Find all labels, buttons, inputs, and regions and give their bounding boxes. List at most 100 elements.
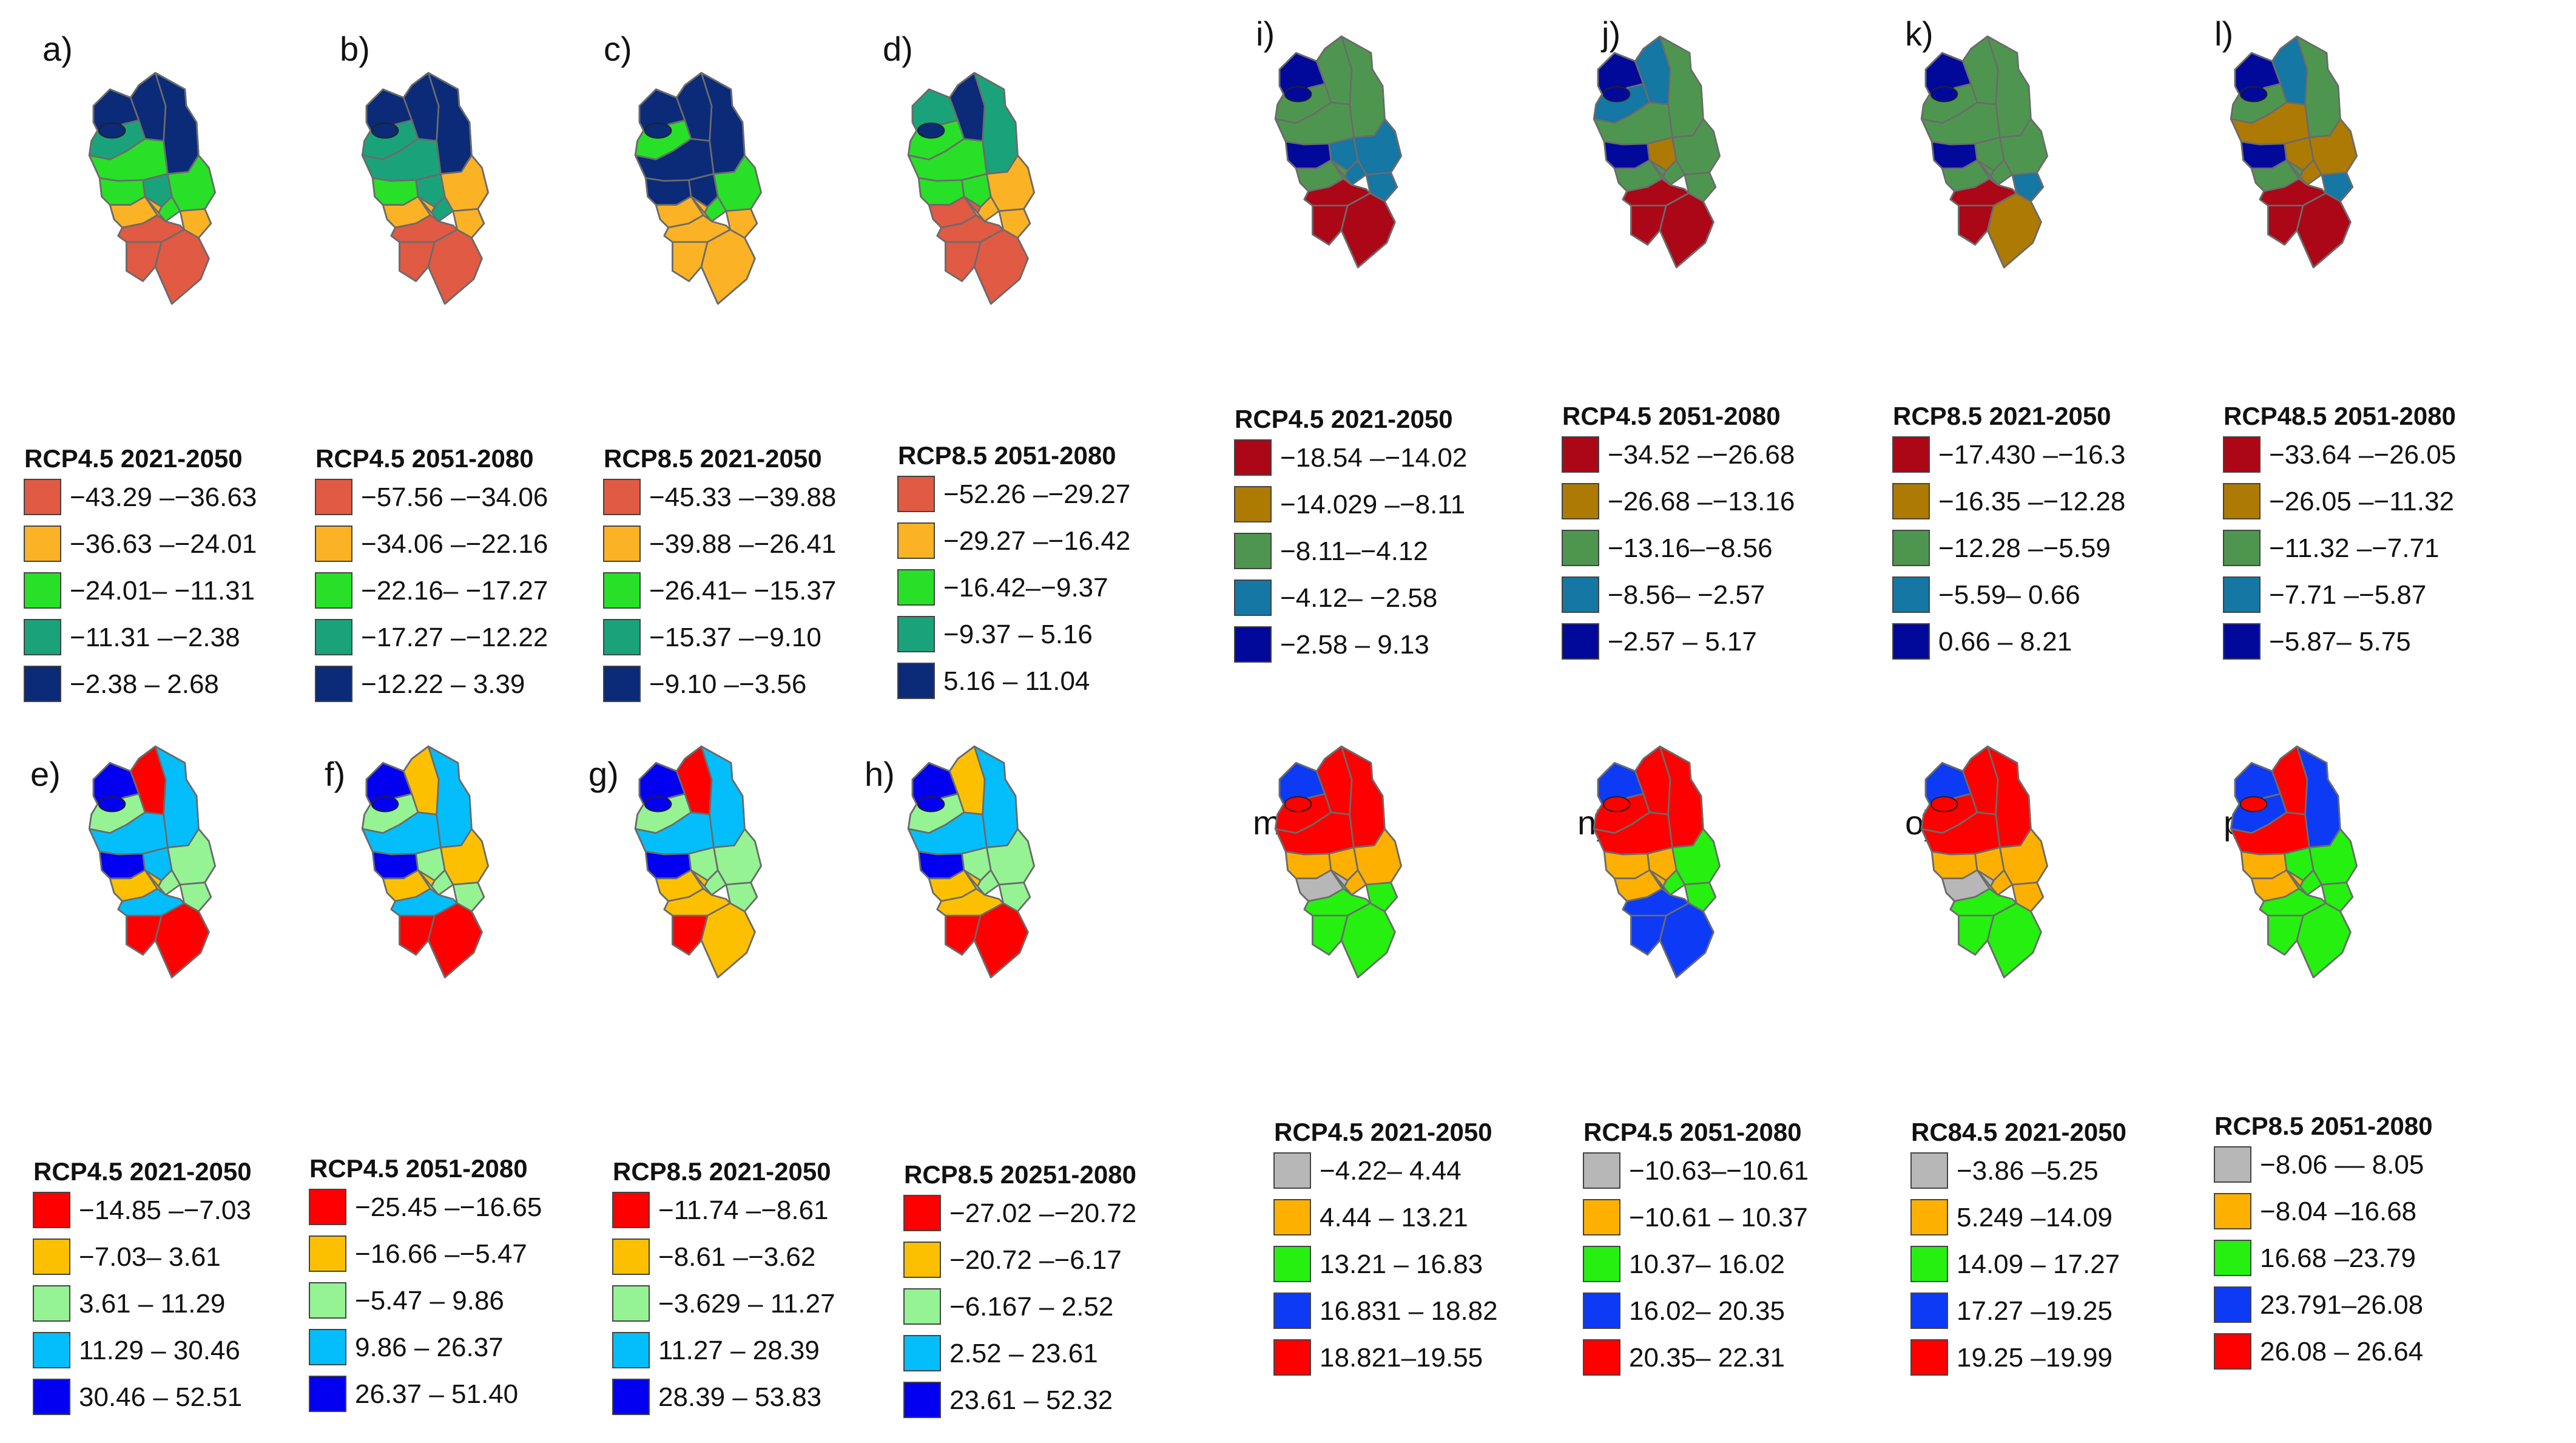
district-map	[361, 745, 489, 979]
legend-swatch	[897, 569, 935, 606]
legend-entry: −7.71 –−5.87	[2269, 580, 2426, 610]
legend-swatch	[33, 1239, 70, 1275]
legend-entry: −52.26 –−29.27	[943, 479, 1130, 509]
legend-entry: 4.44 – 13.21	[1320, 1203, 1468, 1232]
map-panel: d) RCP8.5 2051-2080 −52.26 –−29.27 −29.27 –…	[883, 30, 1130, 699]
legend-entry: −8.11–−4.12	[1280, 536, 1428, 566]
legend-swatch	[2214, 1193, 2251, 1229]
legend-entry: −25.45 –−16.65	[355, 1192, 542, 1222]
legend-entry: −26.05 –−11.32	[2269, 487, 2454, 516]
legend-entry: 9.86 – 26.37	[355, 1333, 504, 1362]
map-outline	[2230, 745, 2358, 979]
panel-label: h)	[865, 755, 895, 793]
lake	[1284, 86, 1312, 103]
legend-title: RCP8.5 2021-2050	[604, 444, 822, 473]
legend-entry: −5.47 – 9.86	[355, 1286, 504, 1316]
district-map	[1593, 745, 1721, 979]
legend-entry: −14.85 –−7.03	[79, 1195, 251, 1225]
legend-title: RCP8.5 2051-2080	[2214, 1112, 2433, 1140]
legend-swatch	[1562, 483, 1599, 519]
legend-entry: 11.27 – 28.39	[658, 1336, 820, 1365]
legend-swatch	[903, 1335, 941, 1371]
legend-swatch	[1562, 576, 1599, 613]
legend-entry: −3.86 –5.25	[1957, 1156, 2099, 1186]
legend-entry: −15.37 –−9.10	[649, 623, 821, 652]
legend-swatch	[24, 479, 61, 515]
legend-swatch	[1234, 486, 1272, 522]
legend-entry: 26.37 – 51.40	[355, 1379, 518, 1409]
legend-swatch	[2214, 1240, 2251, 1276]
legend-title: RCP4.5 2021-2050	[1274, 1118, 1492, 1146]
panel-label: g)	[588, 755, 619, 793]
lake	[644, 796, 672, 813]
legend-entry: 20.35– 22.31	[1629, 1343, 1785, 1373]
legend-entry: 23.791–26.08	[2260, 1290, 2423, 1320]
legend-swatch	[2223, 530, 2261, 566]
map-panel: c) RCP8.5 2021-2050 −45.33 –−39.88 −39.88 –…	[603, 30, 836, 702]
legend-entry: −33.64 –−26.05	[2269, 440, 2456, 470]
legend-swatch	[309, 1329, 346, 1365]
lake	[2239, 796, 2268, 813]
legend-swatch	[1273, 1152, 1311, 1189]
panel-label: l)	[2214, 15, 2233, 53]
district-map	[907, 72, 1035, 305]
panel-label: d)	[883, 30, 913, 68]
legend-title: RCP4.5 2021-2050	[33, 1157, 252, 1186]
legend-title: RCP8.5 20251-2080	[904, 1160, 1136, 1189]
map-outline	[634, 745, 762, 979]
legend-entry: −36.63 –−24.01	[70, 529, 257, 559]
legend-swatch	[1892, 483, 1930, 519]
legend-entry: −12.22 – 3.39	[361, 669, 525, 699]
legend-entry: −22.16– −17.27	[361, 576, 548, 606]
legend-entry: 16.831 – 18.82	[1320, 1296, 1498, 1326]
legend-entry: −8.56– −2.57	[1608, 580, 1765, 610]
legend-swatch	[612, 1379, 650, 1415]
legend-swatch	[24, 666, 61, 702]
map-panel: f) RCP4.5 2051-2080 −25.45 –−16.65 −16.66 –…	[309, 745, 542, 1412]
legend-swatch	[1562, 436, 1599, 473]
legend-swatch	[309, 1235, 346, 1272]
legend-swatch	[315, 525, 352, 562]
legend-title: RC84.5 2021-2050	[1911, 1118, 2126, 1146]
legend-entry: −8.04 –16.68	[2260, 1197, 2416, 1226]
legend-entry: 18.821–19.55	[1320, 1343, 1483, 1373]
lake	[1930, 86, 1958, 103]
map-outline	[907, 72, 1035, 305]
legend-swatch	[1273, 1246, 1311, 1282]
legend-swatch	[2223, 576, 2261, 613]
lake	[371, 796, 399, 813]
lake	[1602, 796, 1631, 813]
legend-entry: 28.39 – 53.83	[658, 1382, 821, 1412]
map-panel: p)RCP8.5 2051-2080−8.06 –– 8.05−8.04 –16…	[2214, 745, 2433, 1370]
legend-entry: −45.33 –−39.88	[649, 482, 836, 512]
legend-entry: −43.29 –−36.63	[70, 482, 257, 512]
legend-title: RCP4.5 2051-2080	[309, 1154, 528, 1183]
legend-entry: −26.68 –−13.16	[1608, 487, 1795, 516]
legend-entry: 11.29 – 30.46	[79, 1336, 240, 1365]
legend-swatch	[2214, 1333, 2251, 1370]
legend-swatch	[903, 1242, 941, 1278]
legend-entry: 19.25 –19.99	[1957, 1343, 2112, 1373]
legend-entry: −13.16–−8.56	[1608, 533, 1773, 563]
legend-entry: −57.56 –−34.06	[361, 482, 548, 512]
legend-swatch	[33, 1192, 70, 1228]
district-map	[88, 72, 216, 305]
legend-entry: 14.09 – 17.27	[1957, 1249, 2120, 1279]
legend-swatch	[603, 479, 641, 515]
legend-swatch	[24, 525, 61, 562]
legend-entry: −5.59– 0.66	[1938, 580, 2080, 610]
legend-entry: −17.430 –−16.3	[1938, 440, 2125, 470]
legend-entry: −10.61 – 10.37	[1629, 1203, 1808, 1232]
legend-swatch	[1892, 530, 1930, 566]
legend-entry: 13.21 – 16.83	[1320, 1249, 1483, 1279]
legend-swatch	[1892, 623, 1930, 660]
legend-entry: −24.01– −11.31	[70, 576, 255, 606]
panel-label: i)	[1256, 15, 1275, 53]
legend-entry: 5.16 – 11.04	[943, 666, 1090, 696]
map-outline	[907, 745, 1035, 979]
legend-entry: 26.08 – 26.64	[2260, 1337, 2423, 1367]
legend-entry: 30.46 – 52.51	[79, 1382, 242, 1412]
legend-entry: −12.28 –−5.59	[1938, 533, 2111, 563]
legend-swatch	[1234, 580, 1272, 616]
